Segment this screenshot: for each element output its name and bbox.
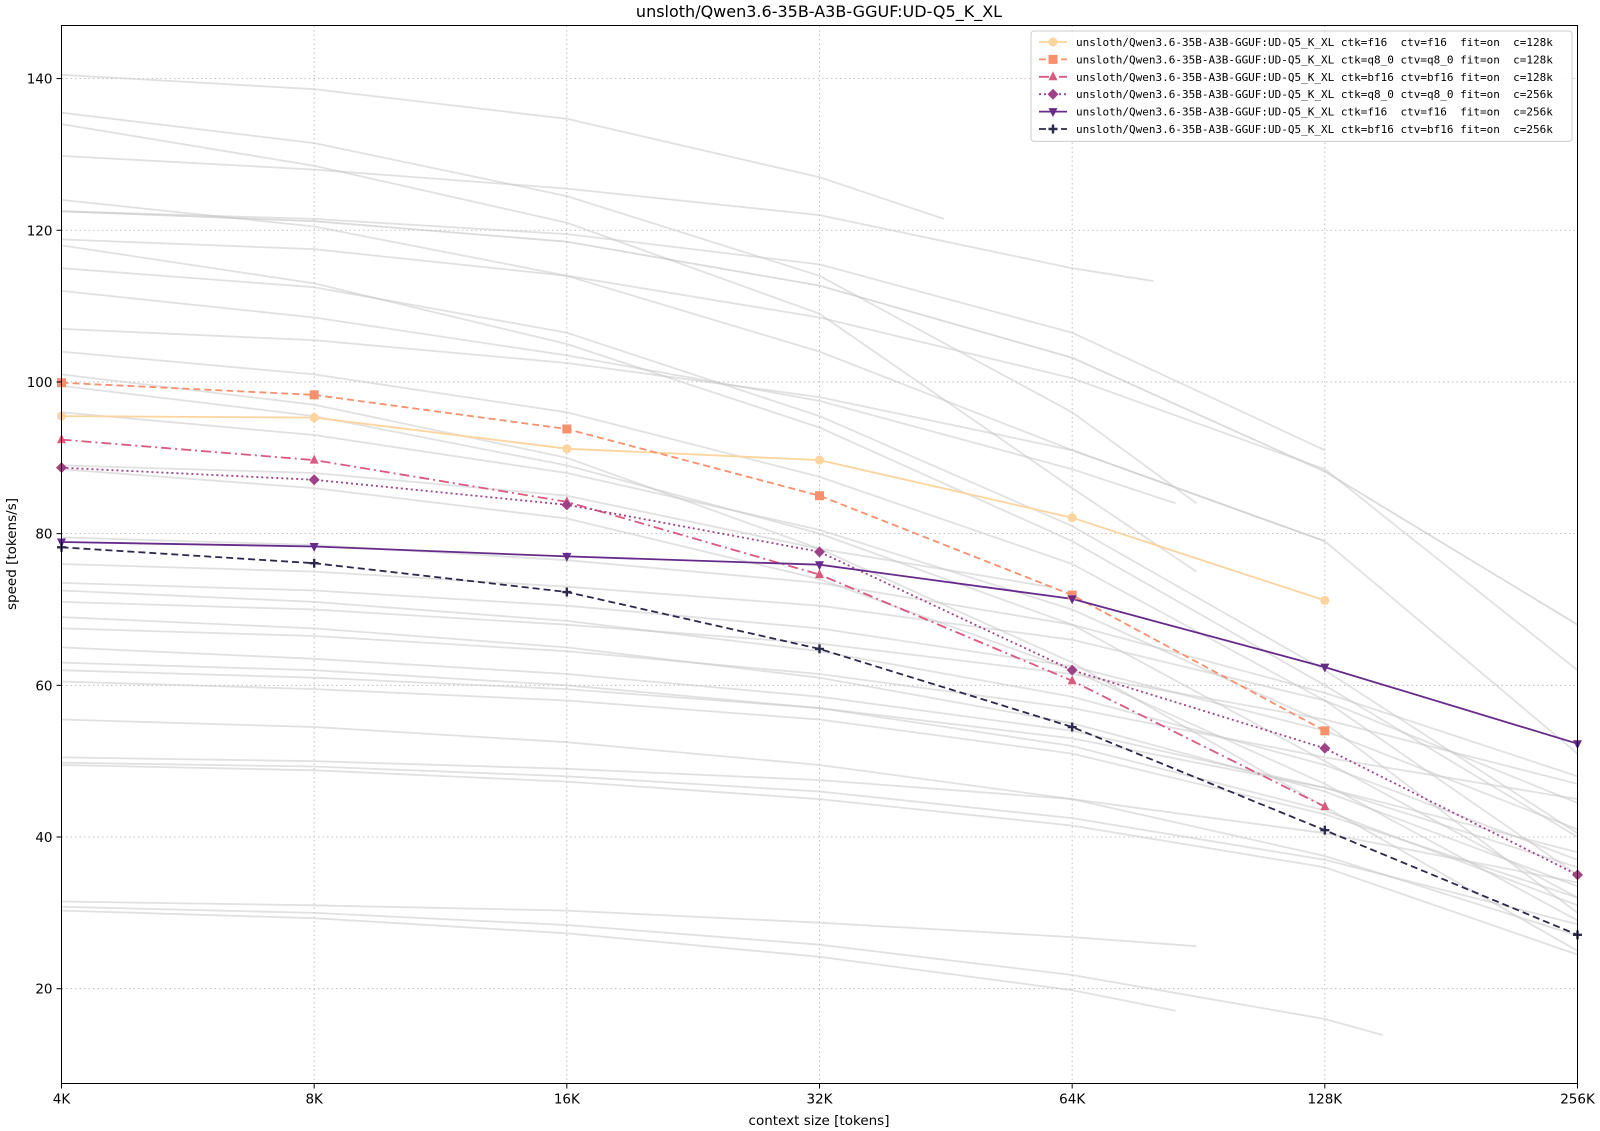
legend-marker-3 (1047, 88, 1059, 100)
background-line-17 (61, 468, 1578, 922)
series-4-point-5 (1320, 663, 1330, 673)
y-tick-label-1: 40 (35, 830, 52, 846)
series-5-point-1 (309, 558, 319, 568)
y-axis-ticks: 20 40 60 80 100 120 140 (27, 72, 62, 998)
background-line-7 (61, 238, 1579, 671)
background-line-11 (61, 328, 1579, 755)
x-axis-ticks: 4K 8K 16K 32K 64K 128K 256K (53, 1083, 1596, 1108)
series-5-point-3 (815, 644, 824, 654)
series-2-point-3 (815, 569, 824, 579)
legend-label-1: unsloth/Qwen3.6-35B-A3B-GGUF:UD-Q5_K_XL … (1076, 53, 1553, 66)
legend-label-0: unsloth/Qwen3.6-35B-A3B-GGUF:UD-Q5_K_XL … (1076, 36, 1553, 49)
legend-marker-1 (1048, 54, 1058, 64)
background-line-16 (61, 464, 1049, 588)
series-0-point-3 (815, 455, 824, 465)
series-3-point-4 (1066, 664, 1078, 676)
series-3-point-5 (1319, 742, 1331, 754)
y-tick-label-2: 60 (35, 678, 52, 694)
legend-marker-4 (1048, 108, 1058, 118)
background-line-3 (61, 155, 1154, 282)
series-1-point-1 (309, 390, 319, 400)
y-axis-label: speed [tokens/s] (4, 498, 20, 610)
background-line-35 (61, 909, 1176, 1012)
series-5-point-4 (1067, 722, 1077, 732)
x-tick-label-2: 16K (554, 1092, 581, 1108)
background-line-0 (61, 73, 945, 220)
x-tick-label-4: 64K (1059, 1092, 1086, 1108)
series-1-point-4 (1067, 590, 1077, 600)
series-4-point-3 (815, 561, 824, 571)
background-line-24 (61, 627, 1578, 800)
legend: unsloth/Qwen3.6-35B-A3B-GGUF:UD-Q5_K_XL … (1030, 30, 1573, 142)
y-tick-label-3: 80 (35, 527, 52, 543)
legend-marker-2 (1048, 71, 1058, 81)
series-4-point-2 (562, 552, 572, 562)
y-tick-label-4: 100 (27, 375, 53, 391)
series-0-point-4 (1067, 513, 1077, 523)
chart-title: unsloth/Qwen3.6-35B-A3B-GGUF:UD-Q5_K_XL (636, 2, 1002, 22)
legend-label-3: unsloth/Qwen3.6-35B-A3B-GGUF:UD-Q5_K_XL … (1076, 88, 1553, 101)
legend-label-2: unsloth/Qwen3.6-35B-A3B-GGUF:UD-Q5_K_XL … (1076, 71, 1553, 84)
background-line-28 (61, 680, 1578, 899)
background-line-2 (61, 123, 1197, 573)
series-0-point-5 (1320, 595, 1330, 605)
series-4-point-1 (309, 543, 319, 553)
series-1-point-5 (1320, 726, 1330, 736)
background-line-32 (61, 764, 1578, 956)
background-line-27 (61, 669, 1578, 854)
y-tick-label-5: 120 (27, 223, 53, 239)
series-2-point-4 (1067, 675, 1077, 685)
series-3-point-3 (814, 546, 825, 558)
series-0-point-2 (562, 444, 572, 454)
y-tick-label-0: 20 (35, 982, 52, 998)
legend-marker-5 (1048, 124, 1058, 134)
background-line-1 (61, 111, 1197, 505)
x-tick-label-1: 8K (305, 1092, 324, 1108)
series-3-point-1 (308, 474, 320, 486)
series-5-point-2 (562, 587, 572, 597)
background-line-23 (61, 616, 1578, 888)
background-line-5 (61, 210, 1578, 626)
x-tick-label-0: 4K (53, 1092, 72, 1108)
background-line-34 (61, 905, 1383, 1036)
background-line-15 (61, 411, 1579, 914)
series-3-point-2 (561, 499, 573, 511)
legend-marker-0 (1048, 37, 1058, 47)
series-2-point-5 (1320, 801, 1330, 811)
series-5-point-5 (1320, 825, 1330, 835)
series-1-point-3 (815, 491, 824, 501)
background-line-22 (61, 601, 1578, 785)
series-line-1 (61, 381, 1326, 732)
background-line-19 (61, 563, 1578, 804)
legend-label-5: unsloth/Qwen3.6-35B-A3B-GGUF:UD-Q5_K_XL … (1076, 123, 1553, 136)
series-line-0 (61, 415, 1326, 602)
background-line-29 (61, 718, 1578, 937)
series-2-point-1 (309, 454, 319, 464)
legend-label-4: unsloth/Qwen3.6-35B-A3B-GGUF:UD-Q5_K_XL … (1076, 106, 1553, 119)
x-tick-label-6: 256K (1560, 1092, 1596, 1108)
x-axis-label: context size [tokens] (749, 1113, 890, 1129)
background-line-6 (61, 210, 1326, 452)
x-tick-label-3: 32K (806, 1092, 833, 1108)
x-tick-label-5: 128K (1308, 1092, 1344, 1108)
background-line-31 (61, 761, 1578, 926)
series-line-2 (61, 438, 1326, 808)
series-1-point-2 (562, 424, 572, 434)
background-line-8 (61, 244, 1578, 838)
series-4-point-4 (1067, 595, 1077, 605)
legend-box (1030, 30, 1573, 142)
series-0-point-1 (309, 413, 319, 423)
background-line-33 (61, 900, 1197, 948)
background-line-10 (61, 290, 1176, 505)
y-tick-label-6: 140 (27, 72, 53, 88)
